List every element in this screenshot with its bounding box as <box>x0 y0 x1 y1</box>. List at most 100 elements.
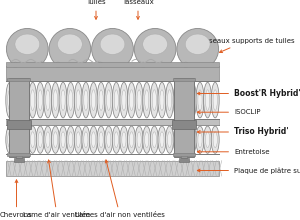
Text: Tasseaux supports de tuiles: Tasseaux supports de tuiles <box>198 38 294 53</box>
Ellipse shape <box>76 90 80 110</box>
Ellipse shape <box>183 62 188 68</box>
Ellipse shape <box>134 29 176 70</box>
Ellipse shape <box>21 126 29 153</box>
Bar <box>8 78 30 81</box>
Ellipse shape <box>150 126 158 153</box>
Ellipse shape <box>52 82 59 118</box>
Ellipse shape <box>15 90 20 110</box>
Ellipse shape <box>100 34 125 54</box>
Ellipse shape <box>99 90 103 110</box>
Ellipse shape <box>145 90 149 110</box>
Ellipse shape <box>97 82 105 118</box>
Bar <box>6 119 219 125</box>
Ellipse shape <box>31 132 35 148</box>
Ellipse shape <box>82 82 90 118</box>
Ellipse shape <box>152 90 156 110</box>
Ellipse shape <box>206 90 210 110</box>
Ellipse shape <box>15 34 40 54</box>
Text: Lames d'air non ventilées: Lames d'air non ventilées <box>75 160 165 218</box>
Ellipse shape <box>198 90 202 110</box>
Ellipse shape <box>28 126 37 153</box>
Ellipse shape <box>114 90 118 110</box>
Text: Lame d'air ventilée: Lame d'air ventilée <box>23 160 91 218</box>
Ellipse shape <box>67 126 75 153</box>
Ellipse shape <box>213 132 217 148</box>
Ellipse shape <box>44 126 52 153</box>
Ellipse shape <box>46 132 50 148</box>
Ellipse shape <box>122 132 126 148</box>
Ellipse shape <box>8 132 12 148</box>
Ellipse shape <box>14 126 21 153</box>
Ellipse shape <box>211 126 219 153</box>
Ellipse shape <box>76 132 80 148</box>
Text: Boost'R Hybrid': Boost'R Hybrid' <box>197 89 300 98</box>
Ellipse shape <box>58 34 82 54</box>
Ellipse shape <box>6 126 14 153</box>
Text: Tasseaux: Tasseaux <box>122 0 154 19</box>
Ellipse shape <box>183 132 187 148</box>
Ellipse shape <box>141 62 146 68</box>
Ellipse shape <box>190 132 194 148</box>
Ellipse shape <box>120 82 128 118</box>
Ellipse shape <box>152 132 156 148</box>
Ellipse shape <box>211 82 219 118</box>
Bar <box>6 62 219 67</box>
Bar <box>172 120 196 129</box>
Ellipse shape <box>59 126 67 153</box>
Ellipse shape <box>196 126 204 153</box>
Bar <box>6 161 219 176</box>
Ellipse shape <box>129 132 134 148</box>
Ellipse shape <box>143 82 151 118</box>
Ellipse shape <box>36 126 44 153</box>
Ellipse shape <box>92 132 96 148</box>
Bar <box>172 78 195 81</box>
Ellipse shape <box>31 90 35 110</box>
Ellipse shape <box>167 90 172 110</box>
Ellipse shape <box>69 90 73 110</box>
Bar <box>172 153 195 156</box>
Bar <box>16 154 22 161</box>
Ellipse shape <box>97 126 105 153</box>
Ellipse shape <box>84 90 88 110</box>
Ellipse shape <box>112 126 120 153</box>
Ellipse shape <box>112 82 120 118</box>
Ellipse shape <box>15 132 20 148</box>
Ellipse shape <box>67 82 75 118</box>
Ellipse shape <box>82 126 90 153</box>
Ellipse shape <box>167 132 172 148</box>
Ellipse shape <box>44 82 52 118</box>
Ellipse shape <box>185 34 210 54</box>
Ellipse shape <box>175 90 179 110</box>
Ellipse shape <box>206 132 210 148</box>
Ellipse shape <box>74 82 82 118</box>
Ellipse shape <box>23 132 27 148</box>
Ellipse shape <box>61 132 65 148</box>
Ellipse shape <box>98 62 103 68</box>
Ellipse shape <box>106 90 111 110</box>
Ellipse shape <box>106 132 111 148</box>
Ellipse shape <box>196 82 204 118</box>
Bar <box>7 120 31 129</box>
Ellipse shape <box>38 132 42 148</box>
Bar <box>6 66 219 81</box>
Bar <box>181 154 187 161</box>
Ellipse shape <box>120 126 128 153</box>
Ellipse shape <box>13 62 18 68</box>
Ellipse shape <box>53 132 58 148</box>
Ellipse shape <box>46 90 50 110</box>
Ellipse shape <box>129 90 134 110</box>
Ellipse shape <box>188 126 196 153</box>
Text: Triso Hybrid': Triso Hybrid' <box>197 128 289 136</box>
Ellipse shape <box>89 126 98 153</box>
Ellipse shape <box>143 126 151 153</box>
Ellipse shape <box>183 90 187 110</box>
Ellipse shape <box>61 90 65 110</box>
Ellipse shape <box>28 82 37 118</box>
Ellipse shape <box>166 126 173 153</box>
Bar <box>14 158 23 162</box>
Ellipse shape <box>122 90 126 110</box>
Ellipse shape <box>8 90 12 110</box>
Ellipse shape <box>38 90 42 110</box>
Ellipse shape <box>49 29 91 70</box>
Ellipse shape <box>114 132 118 148</box>
